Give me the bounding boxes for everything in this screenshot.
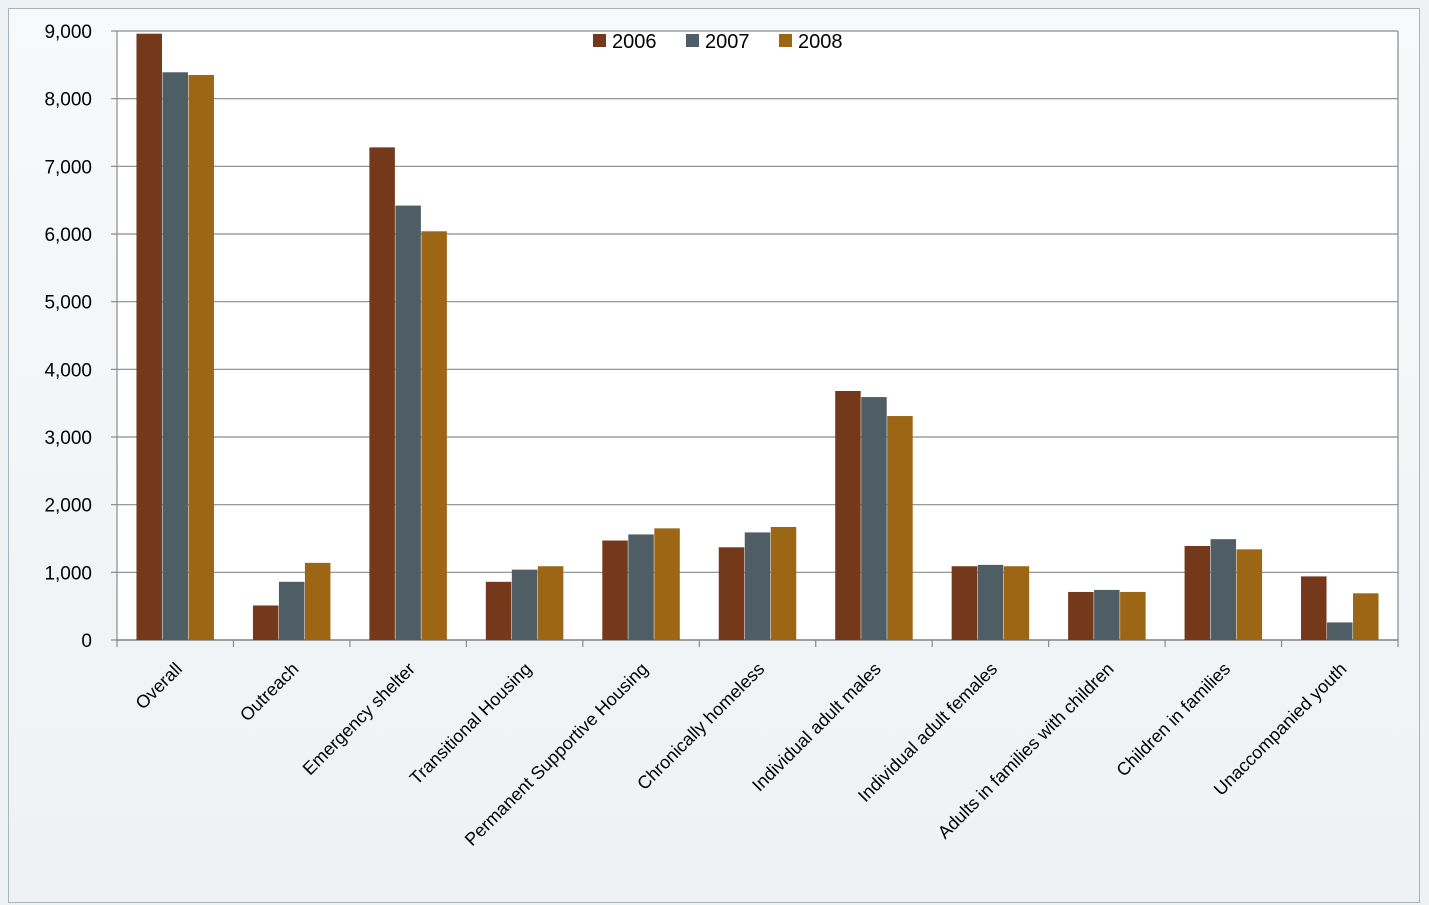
x-category-label: Transitional Housing: [406, 659, 536, 789]
legend-swatch-2006: [593, 34, 606, 47]
bar-2007-4: [628, 534, 654, 640]
bar-2006-7: [951, 566, 978, 640]
y-tick-label: 9,000: [44, 22, 92, 43]
legend-label-2006: 2006: [612, 31, 657, 53]
bar-2006-1: [252, 605, 279, 640]
legend-label-2008: 2008: [798, 31, 843, 53]
x-category-label: Children in families: [1112, 659, 1234, 781]
bar-2006-6: [835, 390, 861, 640]
x-category-label: Individual adult males: [748, 659, 885, 796]
bar-2007-6: [861, 397, 887, 640]
bar-2006-10: [1301, 576, 1327, 640]
y-tick-label: 1,000: [44, 563, 92, 584]
bar-2008-4: [654, 528, 680, 640]
bar-2006-0: [136, 33, 162, 640]
bar-2007-8: [1094, 589, 1120, 640]
y-tick-label: 5,000: [44, 293, 92, 314]
y-tick-label: 7,000: [44, 157, 92, 178]
bar-2008-5: [770, 526, 797, 640]
bar-2008-8: [1120, 591, 1146, 640]
legend-swatch-2007: [686, 34, 699, 47]
x-category-label: Chronically homeless: [633, 659, 768, 794]
y-tick-label: 3,000: [44, 428, 92, 449]
bar-2008-9: [1236, 549, 1263, 640]
y-tick-label: 0: [81, 631, 92, 652]
bar-2007-3: [511, 569, 538, 640]
legend-swatch-2008: [779, 34, 792, 47]
bar-2008-6: [887, 416, 913, 640]
bar-2008-2: [421, 231, 447, 640]
bar-2006-8: [1068, 591, 1094, 640]
y-tick-label: 6,000: [44, 225, 92, 246]
bar-2006-3: [485, 581, 512, 640]
x-category-label: Permanent Supportive Housing: [461, 659, 652, 850]
x-category-label: Outreach: [236, 659, 303, 726]
bar-2007-5: [744, 532, 771, 640]
bar-2006-5: [718, 547, 745, 640]
bar-2007-0: [162, 72, 188, 640]
x-category-label: Overall: [132, 659, 186, 713]
bar-2008-1: [304, 562, 331, 640]
bar-2008-7: [1003, 566, 1030, 640]
bar-2006-2: [369, 147, 395, 641]
legend-label-2007: 2007: [705, 31, 750, 53]
bar-2007-10: [1327, 622, 1353, 640]
y-tick-label: 4,000: [44, 360, 92, 381]
bar-2008-10: [1353, 593, 1379, 640]
bar-2007-1: [278, 581, 305, 640]
bar-2008-3: [537, 566, 564, 640]
x-category-label: Unaccompanied youth: [1210, 659, 1351, 800]
bar-2006-9: [1184, 545, 1211, 640]
y-tick-label: 2,000: [44, 496, 92, 517]
bar-2007-7: [977, 564, 1004, 640]
bar-2007-2: [395, 205, 421, 640]
bar-2008-0: [188, 74, 214, 640]
x-category-label: Emergency shelter: [299, 659, 419, 779]
bar-2007-9: [1210, 539, 1237, 640]
y-tick-label: 8,000: [44, 90, 92, 111]
bar-2006-4: [602, 540, 628, 640]
